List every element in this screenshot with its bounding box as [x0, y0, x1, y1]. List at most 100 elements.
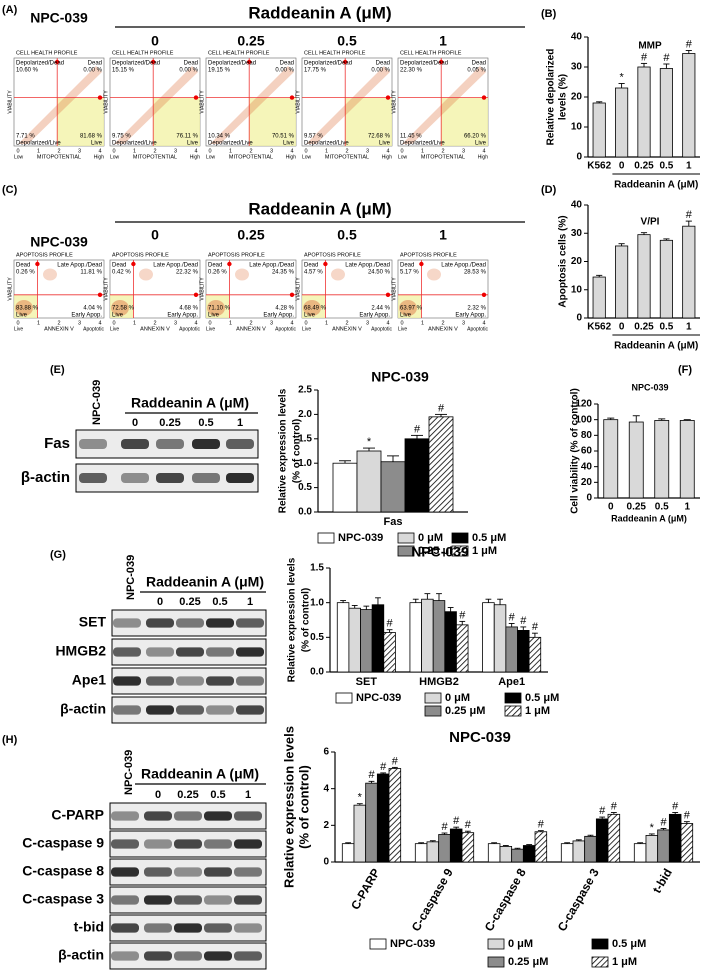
plot-title: CELL HEALTH PROFILE [208, 50, 270, 56]
blot-band [236, 705, 264, 715]
bar [628, 421, 644, 499]
significance-mark: # [465, 819, 472, 831]
bar [356, 450, 382, 513]
x-axis-label: MITOPOTENTIAL [37, 154, 81, 160]
gate-handle [131, 261, 136, 267]
x-tick-label: 3 [78, 148, 81, 154]
blot-band [236, 676, 264, 686]
blot-band [156, 438, 184, 450]
quadrant-name: Late Apop./Dead [153, 263, 198, 269]
blot-row-label: C-caspase 9 [22, 835, 104, 851]
bar [438, 834, 451, 863]
chart-title: NPC-039 [449, 729, 511, 746]
blot-band [234, 951, 262, 961]
legend-swatch [424, 705, 442, 717]
blot-band [144, 951, 172, 961]
y-tick-label: 2.0 [298, 409, 312, 420]
quadrant-name: Live [208, 313, 220, 319]
bar [654, 420, 670, 499]
x-tick-label: 4 [194, 320, 197, 326]
x-tick-label: 0 [112, 148, 115, 154]
x-tick-label: 0 [619, 322, 625, 333]
quadrant-name: Depolarized/Live [208, 141, 253, 147]
x-tick-label: C-caspase 8 [482, 866, 529, 934]
blot-band [146, 647, 174, 657]
dose-label: 0.5 [198, 417, 213, 429]
significance-mark: # [368, 769, 375, 781]
significance-mark: # [684, 810, 691, 822]
quadrant-name: Late Apop./Dead [57, 263, 102, 269]
x-tick-label: 4 [194, 148, 197, 154]
quadrant-percent: 11.45 % [400, 134, 422, 140]
x-tick-label: 0 [400, 148, 403, 154]
significance-mark: * [367, 436, 372, 448]
x-tick-label: 1 [37, 320, 40, 326]
x-end-label: Live [302, 326, 311, 332]
legend-swatch [487, 938, 505, 950]
quadrant-percent: 81.68 % [80, 134, 103, 140]
bar [371, 604, 385, 673]
bar [560, 843, 574, 863]
blot-band [226, 438, 254, 450]
gate-handle [193, 95, 199, 100]
quadrant-name: Depolarized/Live [112, 141, 157, 147]
blot-band [146, 618, 174, 628]
legend-label: NPC-039 [390, 938, 435, 950]
legend-label: 0.25 μM [508, 956, 548, 968]
gate-handle [343, 59, 348, 65]
y-axis-label: VIABILITY [103, 90, 109, 114]
x-tick-label: 2 [153, 320, 156, 326]
x-axis-label: MITOPOTENTIAL [325, 154, 369, 160]
gate-handle [227, 261, 232, 267]
blot-band [111, 867, 139, 877]
legend-label: 0.25 μM [445, 705, 485, 717]
x-tick-label: 1 [133, 320, 136, 326]
gate-handle [35, 261, 40, 267]
x-tick-label: 2 [441, 320, 444, 326]
y-tick-label: 20 [571, 256, 583, 267]
bar [659, 239, 673, 319]
panel-label: (D) [541, 184, 557, 196]
blot-band [206, 676, 234, 686]
quadrant-percent: 7.71 % [16, 134, 35, 140]
y-tick-label: 40 [571, 32, 583, 43]
blot-band [146, 676, 174, 686]
x-tick-label: 0 [16, 148, 19, 154]
y-tick-label: 1.5 [310, 563, 324, 574]
panel-label: (B) [541, 8, 557, 20]
x-tick-label: C-caspase 9 [409, 866, 456, 934]
plot-title: CELL HEALTH PROFILE [304, 50, 366, 56]
legend-swatch [335, 692, 353, 704]
x-tick-label: 1 [325, 320, 328, 326]
bar [637, 66, 651, 158]
x-tick-label: 1 [686, 322, 692, 333]
cell-cloud [331, 268, 345, 281]
quadrant-percent: 0.42 % [112, 270, 131, 276]
gate-handle [323, 261, 328, 267]
cell-cloud [402, 66, 486, 144]
x-tick-label: 3 [270, 320, 273, 326]
blot-band [236, 647, 264, 657]
quadrant-percent: 0.26 % [208, 270, 227, 276]
y-axis-label: VIABILITY [391, 90, 397, 114]
x-tick-label: 4 [98, 320, 101, 326]
x-tick-label: 4 [98, 148, 101, 154]
gate-highlight [249, 97, 296, 146]
quadrant-name: Dead [304, 263, 318, 269]
blot-band [111, 923, 139, 933]
quadrant-name: Early Apop. [455, 313, 486, 319]
bar [421, 598, 434, 673]
blot-band [206, 647, 234, 657]
significance-mark: # [459, 609, 466, 621]
quadrant-percent: 9.57 % [304, 134, 323, 140]
x-tick-label: 1 [37, 148, 40, 154]
legend-swatch [504, 705, 522, 717]
legend-label: 0.5 μM [525, 692, 559, 704]
y-tick-label: 20 [581, 477, 593, 488]
cell-cloud [306, 66, 390, 144]
blot-row-label: C-caspase 3 [22, 891, 104, 907]
blot-band [176, 618, 204, 628]
x-tick-label: 4 [386, 320, 389, 326]
x-tick-label: 0.5 [655, 502, 669, 513]
